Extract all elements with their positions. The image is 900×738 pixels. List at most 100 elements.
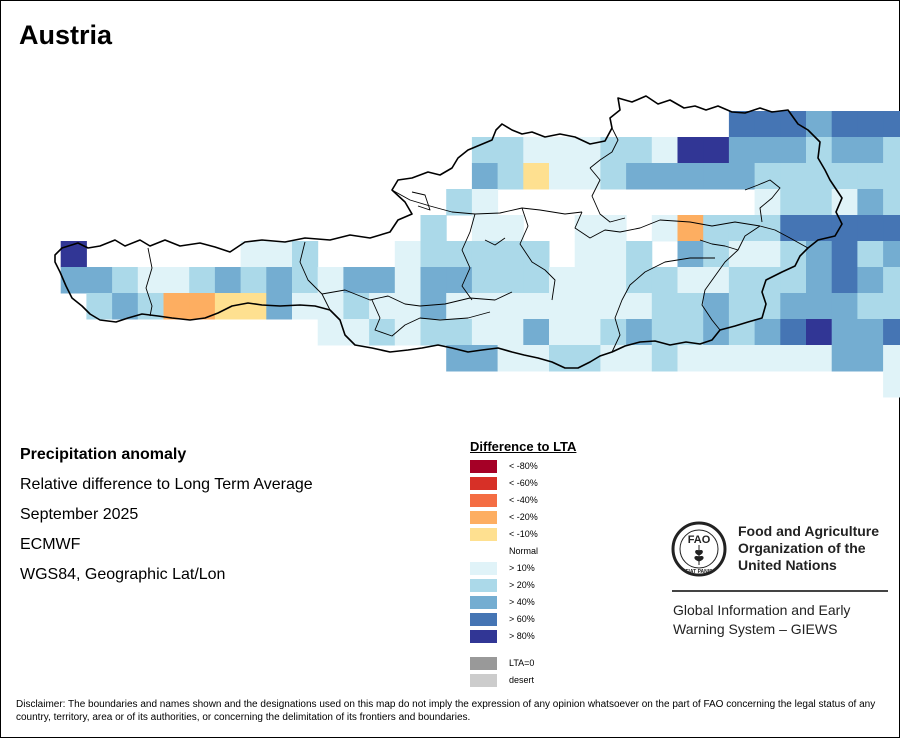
anomaly-cell [369, 267, 396, 294]
anomaly-cell [677, 241, 704, 268]
state-borders [145, 127, 809, 353]
anomaly-cell [857, 293, 884, 320]
anomaly-cell [394, 319, 421, 346]
anomaly-cell [831, 345, 858, 372]
org-name-line1: Food and Agriculture [738, 523, 880, 539]
anomaly-grid [60, 111, 900, 398]
anomaly-cell [883, 111, 900, 138]
anomaly-cell [626, 241, 653, 268]
anomaly-cell [703, 215, 730, 242]
anomaly-cell [420, 241, 447, 268]
anomaly-cell [677, 293, 704, 320]
anomaly-cell [600, 267, 627, 294]
anomaly-cell [703, 241, 730, 268]
anomaly-cell [857, 319, 884, 346]
anomaly-cell [420, 319, 447, 346]
anomaly-cell [600, 163, 627, 190]
legend-label: > 60% [509, 614, 535, 624]
fao-logo: FAO FIAT PANIS [671, 521, 727, 577]
anomaly-cell [883, 267, 900, 294]
anomaly-cell [780, 215, 807, 242]
anomaly-cell [523, 163, 550, 190]
info-source: ECMWF [20, 536, 81, 553]
anomaly-cell [728, 345, 756, 372]
info-projection: WGS84, Geographic Lat/Lon [20, 566, 226, 583]
anomaly-cell [420, 215, 447, 242]
anomaly-cell [497, 293, 524, 320]
anomaly-cell [780, 111, 807, 138]
legend-swatch [470, 674, 497, 687]
anomaly-cell [497, 215, 524, 242]
anomaly-cell [651, 215, 678, 242]
anomaly-cell [728, 163, 756, 190]
legend-swatch [470, 596, 497, 609]
legend-label: > 40% [509, 597, 535, 607]
anomaly-cell [317, 267, 344, 294]
legend-swatch [470, 657, 497, 670]
anomaly-cell [163, 293, 190, 320]
anomaly-cell [831, 267, 858, 294]
anomaly-cell [471, 293, 499, 320]
anomaly-cell [754, 293, 781, 320]
legend-label: < -20% [509, 512, 538, 522]
anomaly-cell [754, 319, 781, 346]
anomaly-cell [549, 319, 576, 346]
system-name: Global Information and Early Warning Sys… [673, 601, 850, 639]
anomaly-cell [394, 267, 421, 294]
legend-swatch [470, 460, 497, 473]
anomaly-cell [86, 293, 113, 320]
anomaly-cell [857, 163, 884, 190]
legend-swatch [470, 528, 497, 541]
org-divider [672, 590, 888, 592]
anomaly-cell [471, 267, 499, 294]
anomaly-cell [728, 137, 756, 164]
anomaly-cell [420, 267, 447, 294]
legend-label: > 10% [509, 563, 535, 573]
anomaly-cell [446, 345, 473, 372]
legend-swatch [470, 494, 497, 507]
anomaly-cell [497, 267, 524, 294]
anomaly-cell [600, 293, 627, 320]
anomaly-cell [831, 163, 858, 190]
anomaly-cell [523, 241, 550, 268]
anomaly-cell [497, 241, 524, 268]
anomaly-cell [651, 267, 678, 294]
legend-swatch [470, 511, 497, 524]
anomaly-cell [471, 137, 499, 164]
info-description: Relative difference to Long Term Average [20, 476, 313, 493]
anomaly-cell [754, 267, 781, 294]
anomaly-cell [677, 345, 704, 372]
anomaly-cell [651, 163, 678, 190]
anomaly-cell [651, 137, 678, 164]
anomaly-cell [523, 267, 550, 294]
anomaly-cell [523, 319, 550, 346]
legend-swatch [470, 545, 497, 558]
anomaly-cell [883, 241, 900, 268]
anomaly-cell [754, 345, 781, 372]
legend-label: > 80% [509, 631, 535, 641]
anomaly-cell [497, 137, 524, 164]
anomaly-cell [677, 267, 704, 294]
anomaly-cell [600, 215, 627, 242]
anomaly-cell [831, 241, 858, 268]
anomaly-cell [857, 137, 884, 164]
anomaly-cell [806, 241, 833, 268]
anomaly-cell [754, 189, 781, 216]
legend-swatch [470, 579, 497, 592]
anomaly-cell [394, 293, 421, 320]
anomaly-cell [574, 241, 601, 268]
anomaly-cell [780, 345, 807, 372]
anomaly-cell [806, 267, 833, 294]
anomaly-cell [728, 267, 756, 294]
anomaly-cell [831, 215, 858, 242]
anomaly-cell [883, 215, 900, 242]
anomaly-cell [703, 137, 730, 164]
organization-name: Food and Agriculture Organization of the… [738, 523, 879, 574]
fao-logo-text: FAO [688, 534, 711, 546]
anomaly-cell [446, 293, 473, 320]
anomaly-cell [677, 163, 704, 190]
anomaly-cell [394, 241, 421, 268]
anomaly-cell [471, 241, 499, 268]
legend-swatch [470, 630, 497, 643]
legend-label: < -60% [509, 478, 538, 488]
